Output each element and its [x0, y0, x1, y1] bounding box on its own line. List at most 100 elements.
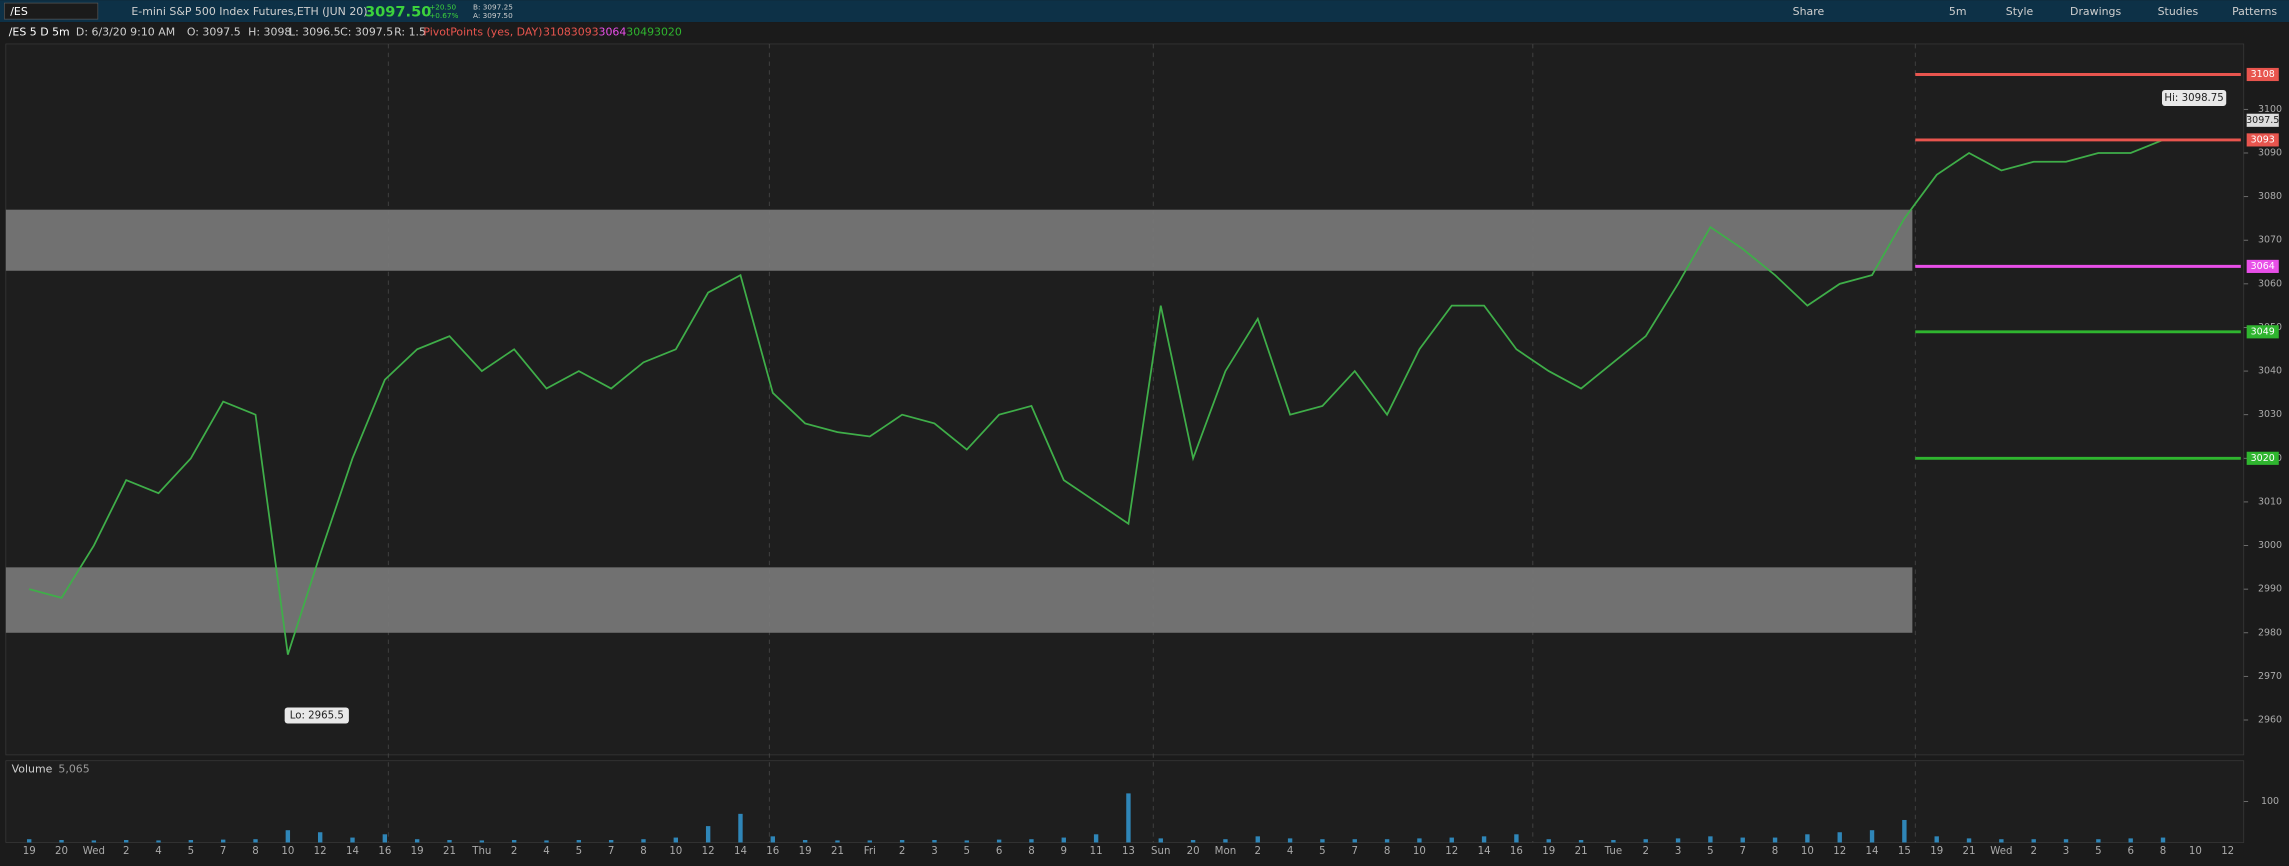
x-tick-label: 3 [2063, 846, 2070, 857]
change: +20.50 [429, 2, 456, 11]
info-high: H: 3098 [248, 25, 291, 38]
x-tick-label: 2 [511, 846, 518, 857]
pivot-tag [2246, 67, 2279, 82]
x-tick-label: 5 [2095, 846, 2102, 857]
info-range: R: 1.5 [394, 25, 426, 38]
x-tick-label: 20 [1187, 846, 1200, 857]
volume-bar [932, 840, 937, 843]
x-tick-label: Thu [471, 846, 491, 857]
bid: B: 3097.25 [473, 2, 513, 11]
share-button[interactable]: Share [1793, 5, 1825, 18]
studies-button[interactable]: Studies [2158, 5, 2199, 18]
x-tick-label: 11 [1090, 846, 1103, 857]
annotation-box [284, 707, 349, 724]
symbol[interactable]: /ES [10, 5, 28, 18]
x-tick-label: 2 [1255, 846, 1261, 857]
description: E-mini S&P 500 Index Futures,ETH (JUN 20… [131, 5, 367, 18]
x-tick-label: 19 [799, 846, 812, 857]
x-tick-label: Wed [83, 846, 105, 857]
x-tick-label: 19 [411, 846, 424, 857]
volume-panel [5, 760, 2245, 843]
y-tick-label: 2970 [2258, 671, 2282, 682]
study-name: PivotPoints (yes, DAY) [423, 25, 542, 38]
volume-bar [123, 840, 129, 843]
toolbar [0, 0, 2289, 23]
pivot-label: 3064 [2251, 261, 2275, 272]
volume-bar [996, 839, 1002, 843]
x-tick-label: 10 [669, 846, 682, 857]
volume-bar [1514, 834, 1519, 843]
x-tick-label: 8 [1772, 846, 1779, 857]
volume-bar [641, 839, 646, 843]
interval[interactable]: 5m [1949, 5, 1967, 18]
volume-bar [899, 840, 905, 843]
volume-bar [1546, 839, 1551, 843]
drawings-button[interactable]: Drawings [2070, 5, 2121, 18]
x-tick-label: 8 [1028, 846, 1035, 857]
y-tick-label: 3010 [2258, 496, 2282, 507]
y-tick-label: 2990 [2258, 584, 2282, 595]
price-line [28, 139, 2164, 655]
volume-bar [867, 840, 872, 843]
info-close: C: 3097.5 [340, 25, 393, 38]
x-tick-label: 7 [608, 846, 615, 857]
volume-bar [2063, 839, 2069, 843]
volume-bar [544, 840, 549, 843]
annotation: Lo: 2965.5 [290, 710, 344, 721]
style-button[interactable]: Style [2006, 5, 2034, 18]
volume-tick-label: 100 [2261, 796, 2279, 807]
volume-bar [1643, 839, 1648, 843]
change-pct: +0.67% [429, 11, 458, 20]
x-tick-label: 10 [1801, 846, 1814, 857]
volume-bar [156, 840, 161, 843]
volume-bar [447, 840, 452, 843]
x-tick-label: 19 [23, 846, 36, 857]
x-tick-label: 8 [2160, 846, 2167, 857]
volume-bar [738, 813, 743, 843]
volume-bar [1675, 838, 1681, 843]
volume-bar [1061, 837, 1066, 843]
y-tick-label: 3060 [2258, 278, 2282, 289]
volume-bar [835, 840, 840, 843]
volume-bar [1384, 839, 1390, 843]
volume-value: 5,065 [58, 762, 89, 775]
x-tick-label: 16 [378, 846, 391, 857]
y-tick-label: 2960 [2258, 714, 2282, 725]
x-tick-label: 21 [443, 846, 456, 857]
pivot-label: 3049 [2251, 326, 2275, 337]
volume-bar [1708, 836, 1713, 843]
x-tick-label: Wed [1990, 846, 2012, 857]
volume-bar [27, 839, 32, 843]
volume-bar [1772, 837, 1778, 843]
day-separators [387, 43, 1916, 843]
x-tick-label: 5 [576, 846, 583, 857]
patterns-button[interactable]: Patterns [2232, 5, 2277, 18]
volume-title: Volume [12, 762, 53, 775]
symbol-box[interactable] [4, 2, 99, 20]
x-tick-label: 10 [281, 846, 294, 857]
volume-bar [1287, 838, 1293, 843]
volume-bar [285, 830, 291, 843]
y-tick-label: 3040 [2258, 366, 2282, 377]
volume-bar [1740, 837, 1745, 843]
zone [5, 209, 1913, 271]
y-tick-label: 3100 [2258, 104, 2282, 115]
pivot-tag [2246, 259, 2279, 273]
volume-bar [705, 826, 711, 843]
x-tick-label: 21 [831, 846, 844, 857]
volume-bar [414, 839, 420, 843]
y-tick-label: 2980 [2258, 627, 2282, 638]
pivot-label: 3108 [2251, 69, 2275, 80]
chart-id: /ES 5 D 5m [9, 25, 70, 38]
x-tick-label: 4 [1287, 846, 1294, 857]
volume-bar [511, 840, 517, 843]
x-tick-label: 4 [543, 846, 550, 857]
volume-bar [317, 832, 323, 843]
x-tick-label: 8 [640, 846, 647, 857]
x-tick-label: 20 [55, 846, 68, 857]
x-tick-label: 19 [1542, 846, 1555, 857]
volume-bar [1029, 839, 1034, 843]
volume-bar [1190, 840, 1196, 843]
y-tick-label: 3070 [2258, 235, 2282, 246]
